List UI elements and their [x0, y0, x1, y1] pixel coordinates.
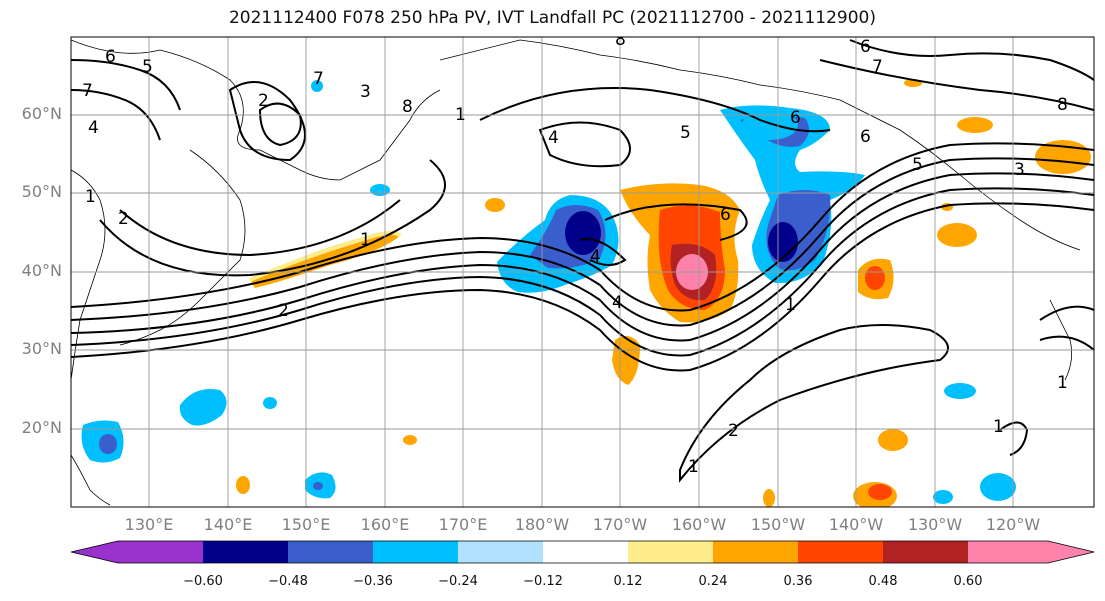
contour-label: 2 [728, 421, 739, 441]
map-frame [70, 36, 1095, 508]
colorbar-tick-label: 0.12 [613, 574, 643, 589]
colorbar-cell [543, 541, 628, 563]
colorbar-tick-label: −0.12 [523, 574, 563, 589]
colorbar-tick-label: −0.48 [268, 574, 308, 589]
contour-label: 6 [860, 37, 871, 57]
lon-label: 150°W [750, 515, 806, 534]
map-panel: 6 5 7 4 2 3 8 7 1 2 5 4 6 6 5 6 7 8 3 4 … [71, 30, 1094, 507]
colorbar-cell [118, 541, 203, 563]
contour-label: 1 [993, 417, 1004, 437]
lat-label-60n: 60°N [21, 104, 62, 123]
contour-label: 4 [88, 118, 99, 138]
lon-label: 120°W [985, 515, 1041, 534]
contour-label: 4 [548, 128, 559, 148]
colorbar-cell [713, 541, 798, 563]
coastlines [71, 39, 1081, 506]
lat-label-50n: 50°N [21, 182, 62, 201]
lon-label: 140°E [203, 515, 253, 534]
colorbar-cell [968, 541, 1048, 563]
contour-label: 6 [860, 127, 871, 147]
colorbar-cell [373, 541, 458, 563]
contour-label: 1 [688, 457, 699, 477]
contour-label: 1 [455, 105, 466, 125]
colorbar-cell [883, 541, 968, 563]
contour-label: 7 [872, 57, 883, 77]
page-title: 2021112400 F078 250 hPa PV, IVT Landfall… [228, 8, 876, 28]
lon-label: 170°E [438, 515, 488, 534]
contour-label: 7 [313, 69, 324, 89]
contour-label: 3 [360, 82, 371, 102]
contour-label-layer: 6 5 7 4 2 3 8 7 1 2 5 4 6 6 5 6 7 8 3 4 … [82, 30, 1068, 477]
colorbar-cell [628, 541, 713, 563]
shaded-pv-anomalies [81, 79, 1091, 507]
lat-label-30n: 30°N [21, 339, 62, 358]
colorbar-outline [70, 540, 1095, 564]
contour-label: 2 [278, 301, 289, 321]
colorbar-cell [288, 541, 373, 563]
lon-label: 160°W [671, 515, 727, 534]
contour-label: 8 [1057, 95, 1068, 115]
contour-label: 2 [118, 209, 129, 229]
contour-label: 3 [1014, 160, 1025, 180]
colorbar [70, 540, 1095, 564]
colorbar-cell [203, 541, 288, 563]
colorbar-tick-label: −0.36 [353, 574, 393, 589]
lon-label: 140°W [828, 515, 884, 534]
colorbar-cell [798, 541, 883, 563]
colorbar-tick-label: 0.36 [783, 574, 813, 589]
colorbar-tick-label: −0.24 [438, 574, 478, 589]
graticule [71, 37, 1094, 507]
contour-label: 5 [142, 57, 153, 77]
lon-label: 130°W [907, 515, 963, 534]
pv-contours [71, 39, 1094, 483]
colorbar-cell [71, 541, 118, 563]
colorbar-tick-label: −0.60 [183, 574, 223, 589]
colorbar-cell [1048, 541, 1094, 563]
contour-label: 8 [615, 30, 626, 50]
colorbar-tick-label: 0.24 [698, 574, 728, 589]
lon-label: 170°W [592, 515, 648, 534]
colorbar-tick-label: 0.48 [868, 574, 898, 589]
lon-label: 150°E [281, 515, 331, 534]
contour-label: 1 [360, 230, 371, 250]
lon-label: 180°W [514, 515, 570, 534]
lon-label: 130°E [124, 515, 174, 534]
lon-label: 160°E [360, 515, 410, 534]
contour-label: 6 [790, 108, 801, 128]
contour-label: 1 [1057, 373, 1068, 393]
contour-label: 7 [82, 81, 93, 101]
colorbar-cell [458, 541, 543, 563]
contour-label: 1 [785, 295, 796, 315]
lat-label-20n: 20°N [21, 418, 62, 437]
contour-label: 6 [105, 47, 116, 67]
contour-label: 4 [612, 293, 623, 313]
contour-label: 1 [85, 187, 96, 207]
contour-label: 5 [912, 155, 923, 175]
contour-label: 2 [258, 91, 269, 111]
contour-label: 6 [720, 205, 731, 225]
lat-label-40n: 40°N [21, 261, 62, 280]
contour-label: 5 [680, 123, 691, 143]
contour-label: 4 [590, 247, 601, 267]
colorbar-tick-label: 0.60 [953, 574, 983, 589]
contour-label: 8 [402, 97, 413, 117]
